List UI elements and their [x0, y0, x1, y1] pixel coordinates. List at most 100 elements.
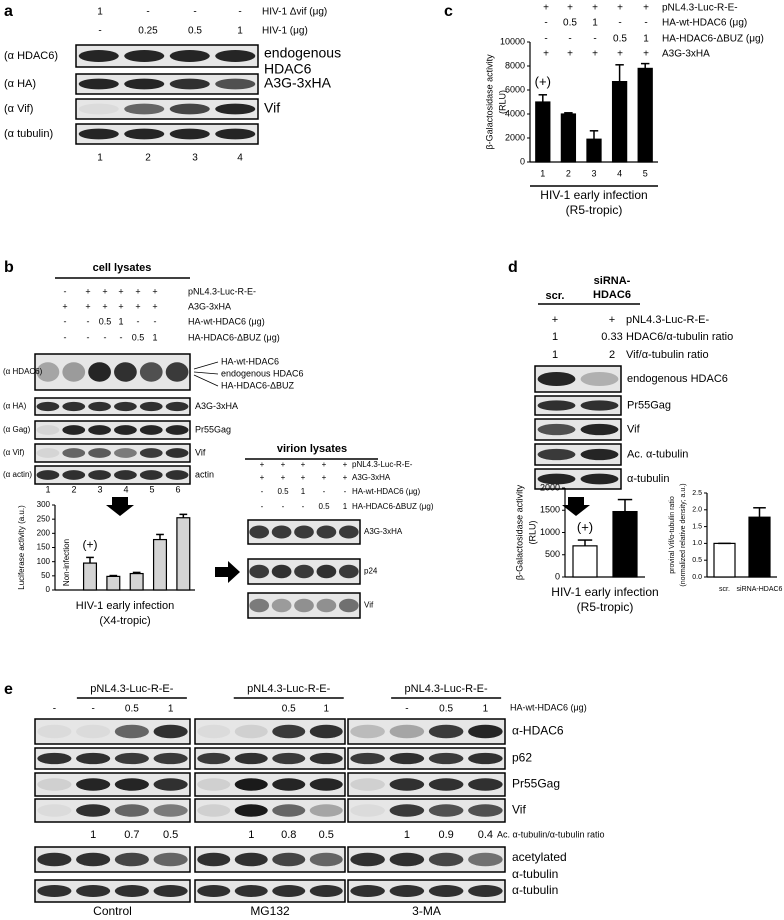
- blot-label: Vif: [264, 100, 280, 116]
- condition-mark: +: [543, 49, 549, 60]
- band: [165, 401, 189, 412]
- band: [88, 448, 111, 458]
- condition-mark: +: [118, 286, 123, 296]
- band: [271, 525, 292, 539]
- band: [428, 885, 464, 897]
- band: [153, 852, 188, 867]
- condition-mark: -: [64, 286, 67, 296]
- condition-name: pNL4.3-Luc-R-E-: [662, 3, 738, 14]
- panel-letter: c: [444, 3, 453, 20]
- band: [580, 400, 619, 411]
- condition-mark: +: [609, 314, 615, 326]
- condition-mark: 0.5: [99, 316, 112, 326]
- band: [36, 425, 60, 435]
- y-axis-label: (RLU): [527, 520, 537, 544]
- ratio: 0.4: [478, 829, 493, 841]
- bar: [535, 101, 551, 163]
- column-header: siRNA-: [594, 275, 631, 287]
- condition-name: HA-wt-HDAC6 (μg): [662, 18, 747, 29]
- condition-mark: -: [344, 487, 347, 496]
- antibody: (α tubulin): [4, 128, 53, 140]
- condition-mark: 0.5: [318, 502, 330, 511]
- condition-mark: -: [120, 332, 123, 342]
- band: [88, 470, 111, 480]
- band: [124, 128, 165, 140]
- band: [350, 852, 385, 867]
- band: [88, 362, 111, 382]
- condition-name: A3G-3xHA: [188, 301, 231, 311]
- antibody: (α HA): [4, 78, 36, 90]
- band: [309, 885, 343, 897]
- bar: [82, 562, 98, 591]
- blot: [75, 44, 259, 68]
- condition-name: pNL4.3-Luc-R-E-: [188, 286, 256, 296]
- condition-mark: -: [193, 7, 196, 18]
- y-tick-label: 10000: [500, 36, 525, 46]
- blot-label: α-tubulin: [512, 867, 558, 881]
- y-axis-label: β-Galactosidase activity: [484, 54, 494, 150]
- y-tick-label: 300: [37, 500, 51, 509]
- condition-mark: -: [53, 704, 56, 715]
- band: [316, 564, 337, 579]
- band: [389, 778, 425, 791]
- band: [468, 804, 503, 817]
- ratio: 0.8: [281, 829, 296, 841]
- band: [350, 885, 385, 897]
- band: [169, 103, 210, 115]
- blot: [75, 73, 259, 95]
- condition-mark: +: [260, 473, 265, 482]
- band: [338, 525, 359, 539]
- band: [165, 362, 189, 382]
- condition-name: pNL4.3-Luc-R-E-: [352, 460, 413, 469]
- blot-label: Pr55Gag: [627, 399, 671, 411]
- y-tick-label: 250: [37, 514, 51, 523]
- band: [389, 804, 425, 817]
- condition-mark: +: [281, 473, 286, 482]
- condition-mark: +: [118, 301, 123, 311]
- band: [76, 724, 111, 739]
- lane-number: 2: [71, 484, 76, 494]
- blot: [34, 353, 191, 391]
- band: [309, 804, 343, 817]
- blot: [194, 879, 346, 903]
- band: [350, 778, 385, 791]
- condition-mark: 1: [323, 704, 329, 715]
- annotation: (+): [577, 520, 593, 535]
- condition-mark: +: [301, 473, 306, 482]
- band: [76, 885, 111, 897]
- condition-mark: -: [282, 502, 285, 511]
- bar: [106, 575, 121, 591]
- band: [114, 362, 137, 382]
- band: [124, 103, 165, 115]
- y-tick-label: 100: [37, 557, 51, 566]
- ratio: 0.5: [163, 829, 178, 841]
- band: [114, 752, 149, 765]
- group-name: MG132: [250, 904, 290, 918]
- condition-name: HA-wt-HDAC6 (μg): [188, 316, 265, 326]
- condition-mark: -: [154, 316, 157, 326]
- condition-mark: 0.5: [132, 332, 145, 342]
- condition-mark: 1: [152, 332, 157, 342]
- bar: [748, 516, 771, 578]
- band: [153, 778, 188, 791]
- ratio: 0.5: [319, 829, 334, 841]
- band: [309, 778, 343, 791]
- band: [197, 885, 231, 897]
- group-header: pNL4.3-Luc-R-E-: [247, 683, 330, 695]
- antibody: (α HA): [3, 402, 27, 411]
- y-tick-label: 0.5: [692, 557, 702, 564]
- bar: [612, 510, 638, 578]
- bar: [572, 545, 598, 578]
- band: [62, 401, 86, 412]
- condition-mark: -: [238, 7, 241, 18]
- condition-name: HA-HDAC6-ΔBUZ (μg): [662, 34, 764, 45]
- y-tick-label: 500: [545, 549, 560, 559]
- section-title: cell lysates: [93, 262, 152, 274]
- bar: [176, 517, 191, 591]
- band: [197, 724, 231, 739]
- band: [114, 470, 137, 480]
- band: [428, 778, 464, 791]
- band: [234, 852, 268, 867]
- band: [234, 804, 268, 817]
- band: [76, 804, 111, 817]
